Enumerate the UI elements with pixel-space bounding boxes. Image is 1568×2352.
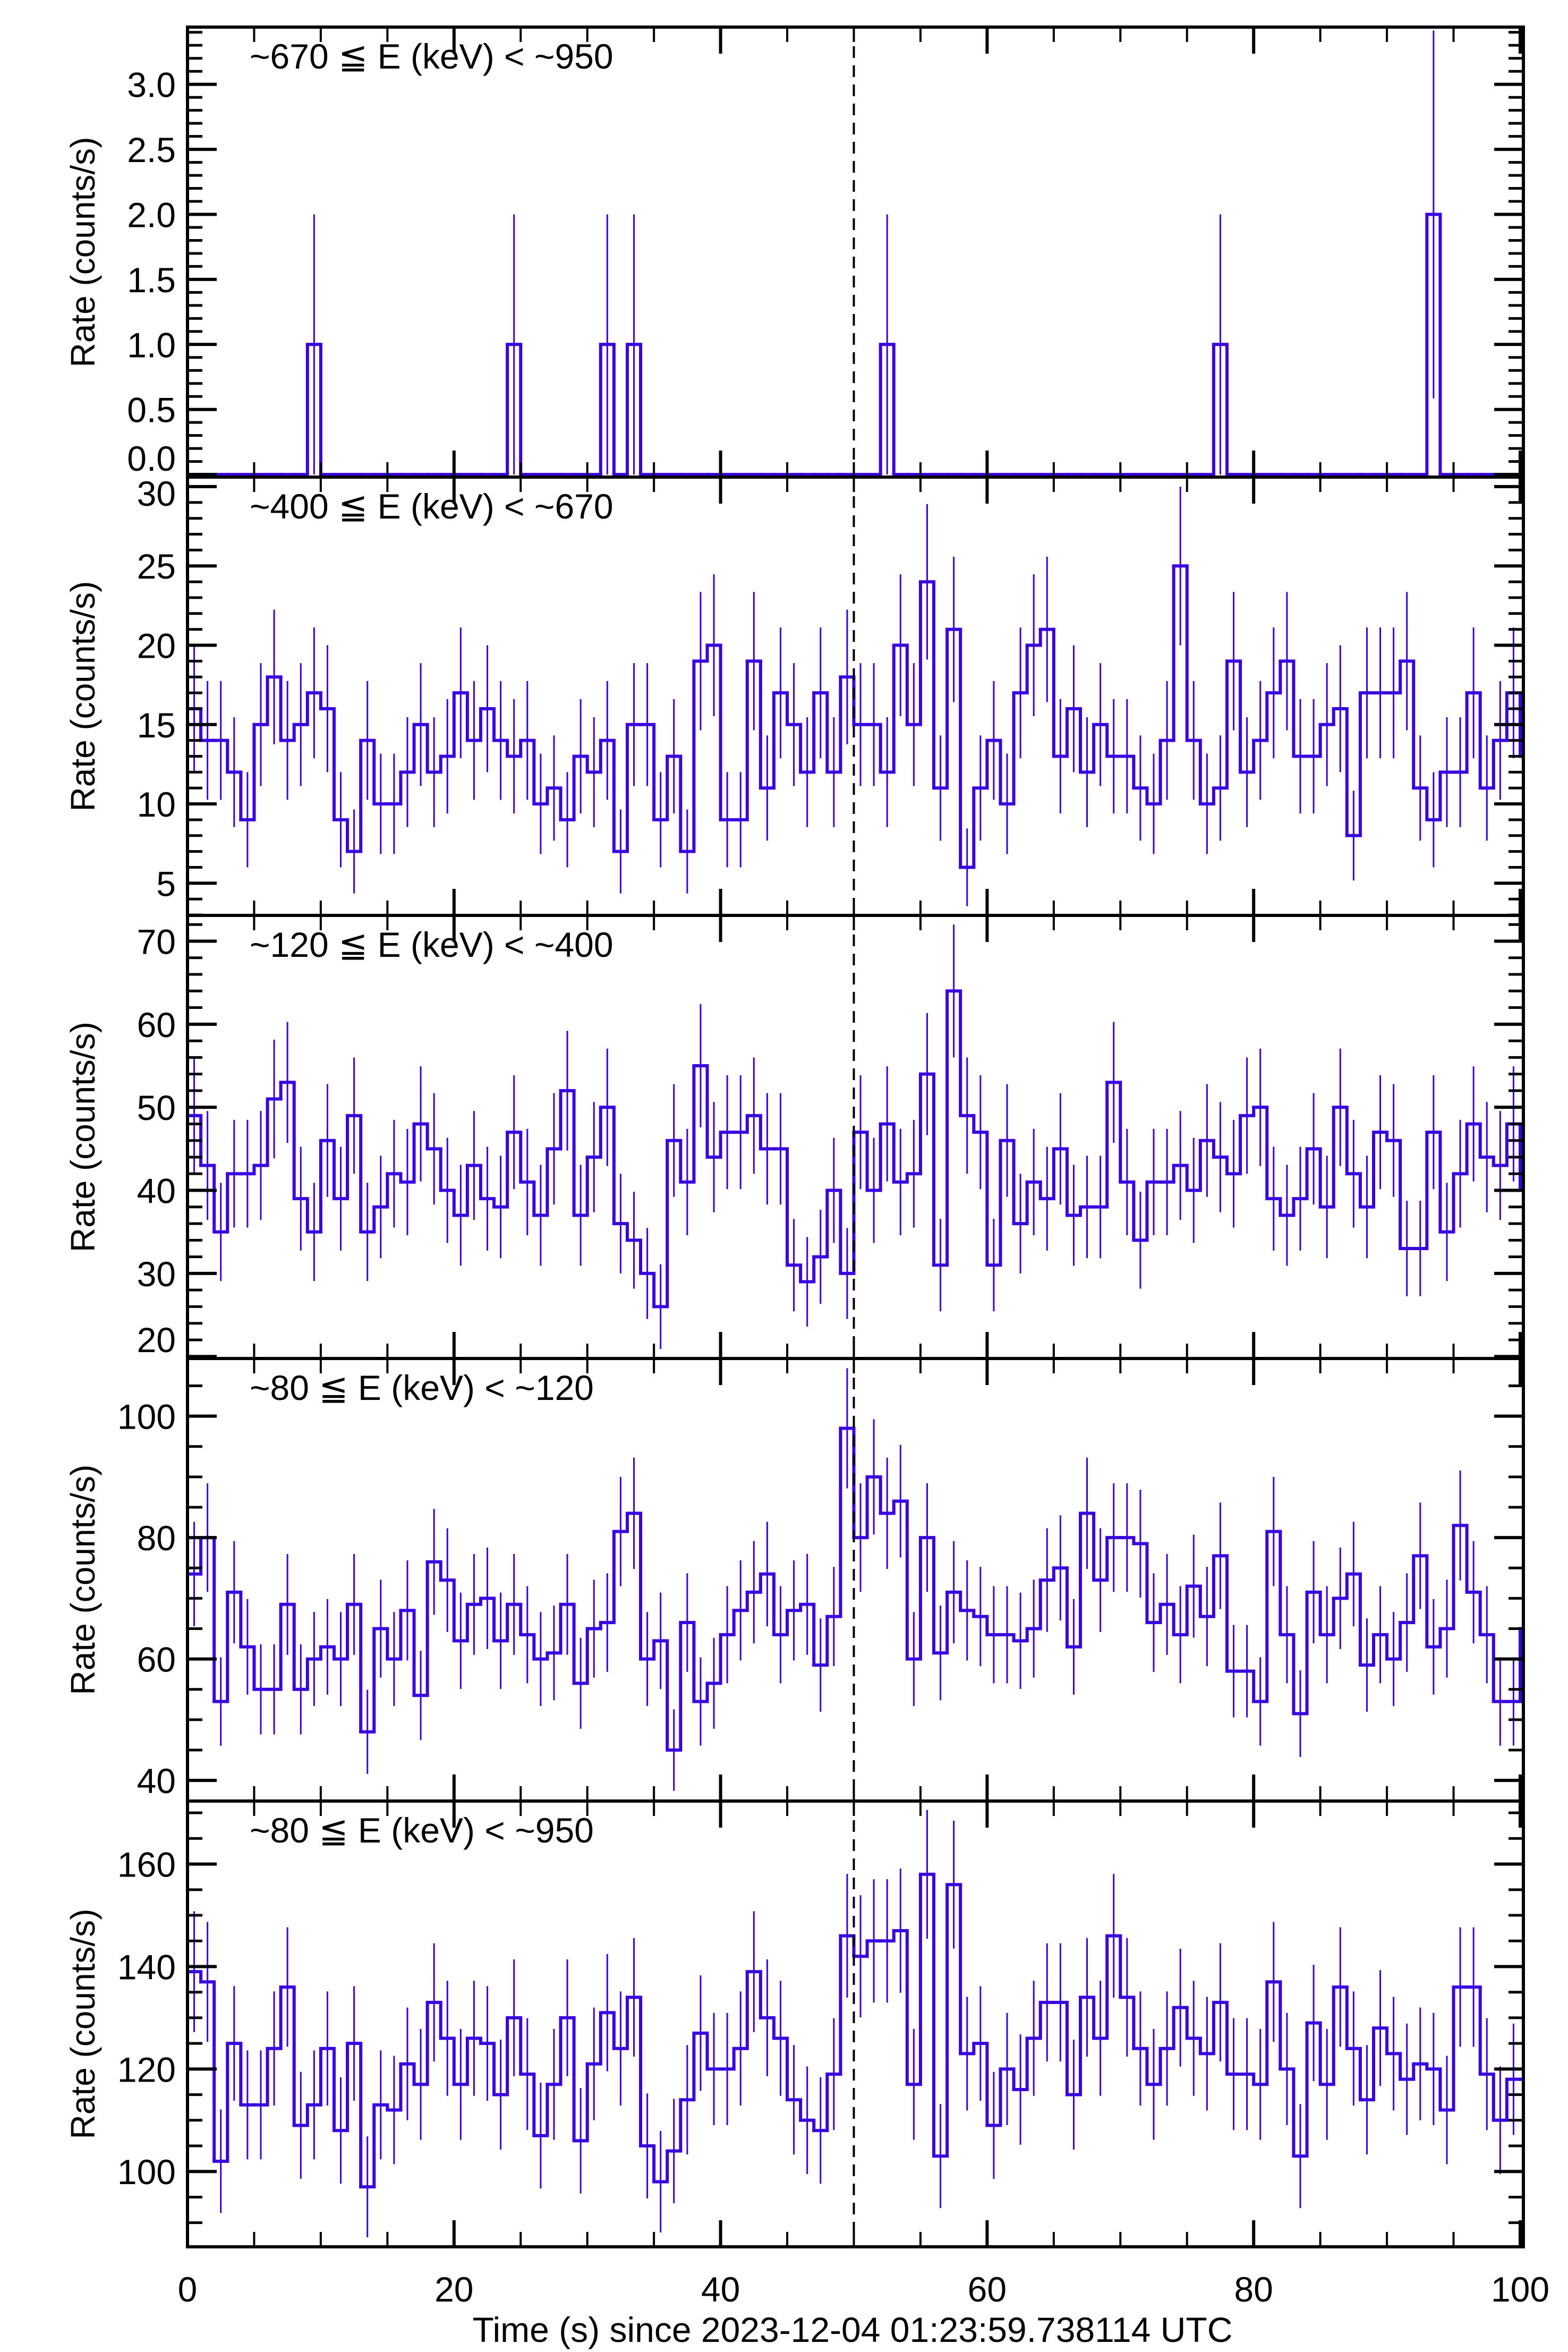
y-tick-label: 20 bbox=[137, 626, 176, 666]
y-tick-label: 40 bbox=[137, 1761, 176, 1801]
y-tick-label: 120 bbox=[117, 2050, 176, 2089]
plot-area bbox=[188, 924, 1523, 1349]
x-tick-label: 40 bbox=[701, 2270, 740, 2309]
panel-4: 40 60 80 100 ~80 ≦ E (keV) < ~120 Rate (count… bbox=[64, 1357, 1525, 1803]
panel-3: 20 30 40 50 60 70 ~120 ≦ E (keV) < ~400 Rate (c… bbox=[64, 914, 1525, 1360]
y-axis-label: Rate (counts/s) bbox=[64, 137, 102, 368]
y-tick-label: 1.5 bbox=[127, 260, 176, 300]
y-tick-label: 140 bbox=[117, 1947, 176, 1986]
y-axis-label: Rate (counts/s) bbox=[64, 1909, 102, 2139]
y-tick-label: 60 bbox=[137, 1640, 176, 1679]
panel-1: 0.0 0.5 1.0 1.5 2.0 2.5 3.0 ~670 ≦ E (keV) < ~9… bbox=[64, 26, 1525, 479]
plot-area bbox=[188, 1810, 1523, 2238]
y-tick-label: 5 bbox=[156, 864, 176, 903]
y-tick-label: 0.5 bbox=[127, 390, 176, 430]
y-tick-label: 100 bbox=[117, 2152, 176, 2192]
y-tick-label: 20 bbox=[137, 1320, 176, 1360]
y-tick-label: 2.0 bbox=[127, 196, 176, 235]
y-tick-label: 50 bbox=[137, 1088, 176, 1127]
y-tick-label: 40 bbox=[137, 1171, 176, 1211]
panel-5: 100 120 140 160 ~80 ≦ E (keV) < ~950 Rate (co… bbox=[64, 1799, 1525, 2248]
y-tick-label: 25 bbox=[137, 547, 176, 586]
y-axis-label: Rate (counts/s) bbox=[64, 581, 102, 812]
y-tick-label: 3.0 bbox=[127, 65, 176, 105]
panel-frame bbox=[186, 1799, 1525, 2248]
y-tick-label: 60 bbox=[137, 1005, 176, 1045]
x-tick-label: 60 bbox=[968, 2270, 1007, 2309]
y-tick-label: 160 bbox=[117, 1845, 176, 1884]
panel-energy-label: ~80 ≦ E (keV) < ~120 bbox=[250, 1368, 594, 1407]
y-tick-label: 30 bbox=[137, 474, 176, 513]
plot-area bbox=[188, 486, 1523, 906]
panel-energy-label: ~670 ≦ E (keV) < ~950 bbox=[250, 37, 613, 76]
panel-energy-label: ~80 ≦ E (keV) < ~950 bbox=[250, 1811, 594, 1850]
y-tick-label: 100 bbox=[117, 1397, 176, 1437]
y-tick-label: 15 bbox=[137, 706, 176, 745]
panel-2: 5 10 15 20 25 30 ~400 ≦ E (keV) < ~670 Rate (co… bbox=[64, 474, 1525, 917]
x-tick-label: 20 bbox=[434, 2270, 473, 2309]
y-axis-label: Rate (counts/s) bbox=[64, 1465, 102, 1695]
plot-area bbox=[188, 1368, 1523, 1791]
panel-energy-label: ~400 ≦ E (keV) < ~670 bbox=[250, 487, 613, 526]
y-tick-label: 80 bbox=[137, 1518, 176, 1558]
x-axis-label: Time (s) since 2023-12-04 01:23:59.73811… bbox=[473, 2310, 1233, 2349]
y-tick-label: 1.0 bbox=[127, 325, 176, 364]
y-tick-label: 70 bbox=[137, 922, 176, 961]
x-tick-label: 80 bbox=[1234, 2270, 1273, 2309]
y-tick-label: 2.5 bbox=[127, 130, 176, 169]
panel-energy-label: ~120 ≦ E (keV) < ~400 bbox=[250, 925, 613, 964]
x-tick-labels: 0 20 40 60 80 100 bbox=[178, 2270, 1549, 2309]
y-axis-label: Rate (counts/s) bbox=[64, 1022, 102, 1252]
y-tick-label: 0.0 bbox=[127, 439, 176, 478]
y-tick-label: 10 bbox=[137, 785, 176, 824]
x-tick-label: 100 bbox=[1491, 2270, 1549, 2309]
panels: 0.0 0.5 1.0 1.5 2.0 2.5 3.0 ~670 ≦ E (keV) < ~9… bbox=[64, 26, 1525, 2248]
x-tick-label: 0 bbox=[178, 2270, 198, 2309]
y-tick-label: 30 bbox=[137, 1254, 176, 1294]
